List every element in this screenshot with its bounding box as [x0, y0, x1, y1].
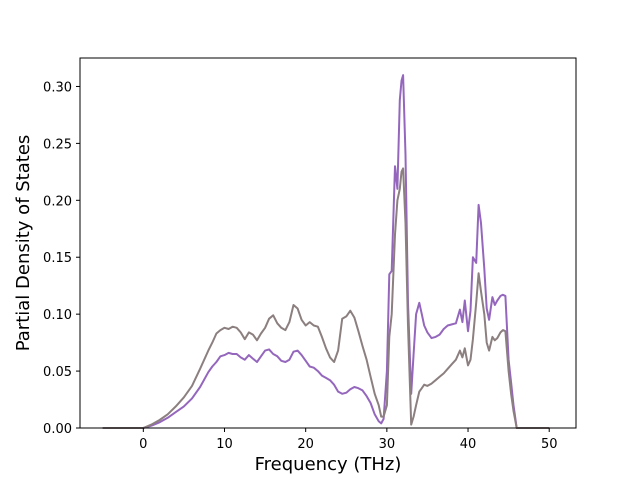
series-line-1	[102, 74, 550, 429]
plot-frame	[79, 57, 577, 429]
y-tick-label: 0.00	[43, 422, 72, 437]
y-tick-label: 0.05	[43, 365, 72, 380]
y-axis-ticks: 0.00 0.05 0.10 0.15 0.20 0.25 0.30	[43, 80, 80, 437]
y-tick-label: 0.25	[43, 137, 72, 152]
x-tick-label: 50	[541, 437, 558, 452]
y-tick-label: 0.10	[43, 308, 72, 323]
x-tick-label: 40	[460, 437, 477, 452]
x-tick-label: 0	[139, 437, 147, 452]
x-axis-label: Frequency (THz)	[255, 454, 402, 475]
plot-area-background	[80, 58, 576, 428]
series-layer	[102, 74, 550, 429]
x-axis-ticks: 0 10 20 30 40 50	[139, 428, 557, 452]
y-tick-label: 0.20	[43, 194, 72, 209]
x-tick-label: 30	[379, 437, 396, 452]
y-tick-label: 0.15	[43, 251, 72, 266]
x-tick-label: 20	[297, 437, 314, 452]
x-tick-label: 10	[216, 437, 233, 452]
series-line-2	[102, 167, 550, 429]
y-axis-label: Partial Density of States	[13, 135, 34, 352]
y-tick-label: 0.30	[43, 80, 72, 95]
